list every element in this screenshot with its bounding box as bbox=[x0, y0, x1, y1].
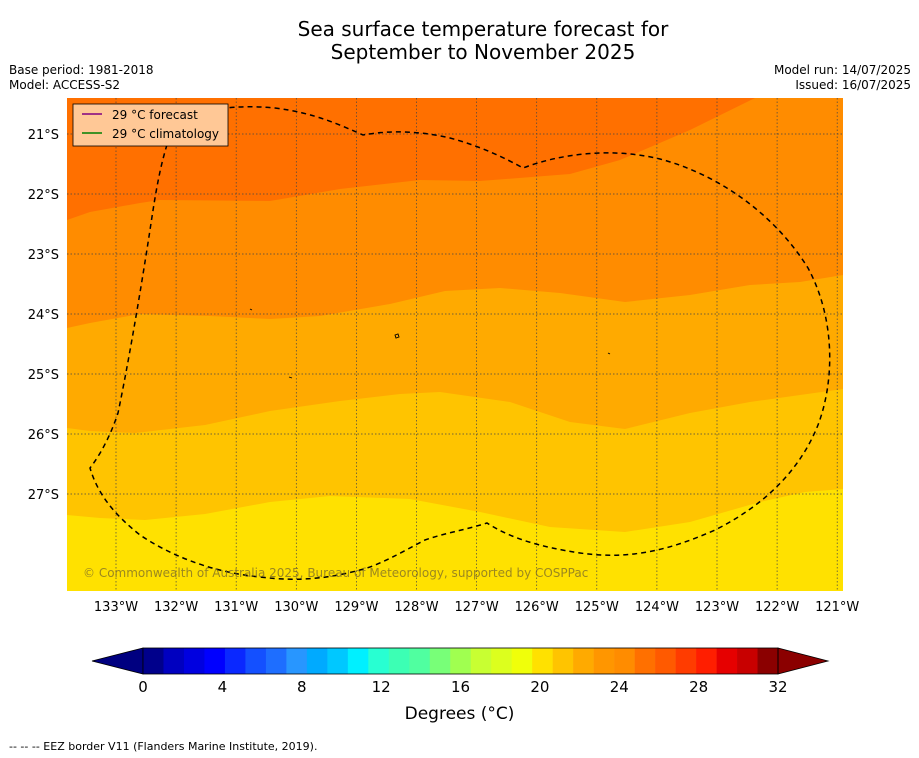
model-run: Model run: 14/07/2025 bbox=[773, 63, 911, 77]
colorbar-tick-label: 28 bbox=[689, 678, 708, 696]
colorbar-tick-label: 32 bbox=[768, 678, 787, 696]
issued-date: Issued: 16/07/2025 bbox=[795, 78, 911, 92]
title-line-2: September to November 2025 bbox=[330, 40, 636, 64]
colorbar-segment bbox=[409, 648, 431, 674]
lat-label: 22°S bbox=[28, 188, 59, 203]
longitude-labels: 133°W 132°W 131°W 130°W 129°W 128°W 127°W 126°W… bbox=[94, 600, 860, 615]
lon-label: 122°W bbox=[755, 600, 799, 615]
watermark: © Commonwealth of Australia 2025, Bureau… bbox=[83, 566, 588, 580]
lon-label: 133°W bbox=[94, 600, 138, 615]
colorbar-segment bbox=[511, 648, 533, 674]
colorbar-segment bbox=[327, 648, 349, 674]
colorbar-under-arrow bbox=[91, 647, 144, 675]
colorbar-segment bbox=[306, 648, 328, 674]
colorbar-tick-labels: 0 4 8 12 16 20 24 28 32 bbox=[138, 678, 787, 696]
colorbar-segment bbox=[696, 648, 717, 674]
island-1 bbox=[394, 333, 400, 339]
colorbar-tick-label: 8 bbox=[297, 678, 307, 696]
lat-label: 26°S bbox=[28, 428, 59, 443]
lat-label: 24°S bbox=[28, 308, 59, 323]
meta-left: Base period: 1981-2018 Model: ACCESS-S2 bbox=[9, 63, 154, 93]
colorbar-segment bbox=[368, 648, 390, 674]
lon-label: 128°W bbox=[394, 600, 438, 615]
island-3 bbox=[288, 376, 293, 379]
latitude-labels: 21°S 22°S 23°S 24°S 25°S 26°S 27°S bbox=[28, 128, 59, 503]
meta-right: Model run: 14/07/2025 Issued: 16/07/2025 bbox=[774, 63, 911, 93]
sst-band-coolest bbox=[67, 489, 843, 591]
model-name: Model: ACCESS-S2 bbox=[9, 78, 121, 92]
legend-box bbox=[72, 103, 229, 147]
colorbar-segment bbox=[470, 648, 492, 674]
island-2 bbox=[249, 308, 253, 311]
colorbar-segment bbox=[737, 648, 758, 674]
colorbar-outline bbox=[142, 647, 779, 675]
lon-label: 132°W bbox=[154, 600, 198, 615]
colorbar-segment bbox=[655, 648, 676, 674]
lon-label: 124°W bbox=[635, 600, 679, 615]
lon-label: 121°W bbox=[815, 600, 859, 615]
colorbar-tick-label: 20 bbox=[530, 678, 549, 696]
legend-climatology-label: 29 °C climatology bbox=[112, 127, 219, 141]
colorbar-segment bbox=[388, 648, 410, 674]
colorbar bbox=[91, 647, 830, 675]
lon-label: 126°W bbox=[515, 600, 559, 615]
lat-label: 25°S bbox=[28, 368, 59, 383]
colorbar-segment bbox=[265, 648, 287, 674]
lon-label: 123°W bbox=[695, 600, 739, 615]
footer-note: -- -- -- EEZ border V11 (Flanders Marine… bbox=[9, 740, 318, 753]
lon-label: 130°W bbox=[274, 600, 318, 615]
colorbar-segment bbox=[593, 648, 615, 674]
colorbar-segment bbox=[286, 648, 308, 674]
colorbar-tick-label: 4 bbox=[218, 678, 228, 696]
lon-label: 127°W bbox=[455, 600, 499, 615]
colorbar-tick-label: 16 bbox=[451, 678, 470, 696]
colorbar-segment bbox=[163, 648, 185, 674]
colorbar-segment bbox=[245, 648, 267, 674]
lat-label: 27°S bbox=[28, 488, 59, 503]
colorbar-segment bbox=[183, 648, 205, 674]
islands bbox=[249, 308, 611, 379]
colorbar-segment bbox=[552, 648, 574, 674]
base-period: Base period: 1981-2018 bbox=[9, 63, 154, 77]
colorbar-segment bbox=[224, 648, 246, 674]
map-legend: 29 °C forecast 29 °C climatology bbox=[72, 103, 229, 147]
sst-map: © Commonwealth of Australia 2025, Bureau… bbox=[67, 98, 843, 591]
colorbar-segment bbox=[716, 648, 738, 674]
colorbar-segment bbox=[347, 648, 369, 674]
graticule bbox=[67, 98, 843, 591]
eez-border bbox=[89, 106, 831, 580]
colorbar-tick-label: 12 bbox=[372, 678, 391, 696]
colorbar-segment bbox=[675, 648, 697, 674]
lon-label: 131°W bbox=[214, 600, 258, 615]
colorbar-segment bbox=[143, 648, 164, 674]
colorbar-over-arrow bbox=[777, 647, 830, 675]
colorbar-segment bbox=[614, 648, 635, 674]
lat-label: 23°S bbox=[28, 248, 59, 263]
colorbar-tick-label: 0 bbox=[138, 678, 148, 696]
colorbar-segment bbox=[532, 648, 553, 674]
colorbar-segment bbox=[757, 648, 779, 674]
colorbar-segment bbox=[491, 648, 513, 674]
chart-title: Sea surface temperature forecast for Sep… bbox=[0, 18, 919, 64]
island-4 bbox=[607, 352, 611, 355]
lat-label: 21°S bbox=[28, 128, 59, 143]
colorbar-label: Degrees (°C) bbox=[404, 704, 515, 724]
colorbar-tick-label: 24 bbox=[610, 678, 629, 696]
colorbar-segment bbox=[450, 648, 472, 674]
colorbar-segment bbox=[634, 648, 656, 674]
lon-label: 129°W bbox=[334, 600, 378, 615]
title-line-1: Sea surface temperature forecast for bbox=[297, 17, 669, 41]
colorbar-segment bbox=[573, 648, 594, 674]
colorbar-segment bbox=[429, 648, 451, 674]
colorbar-segment bbox=[204, 648, 226, 674]
lon-label: 125°W bbox=[575, 600, 619, 615]
legend-forecast-label: 29 °C forecast bbox=[112, 108, 198, 122]
